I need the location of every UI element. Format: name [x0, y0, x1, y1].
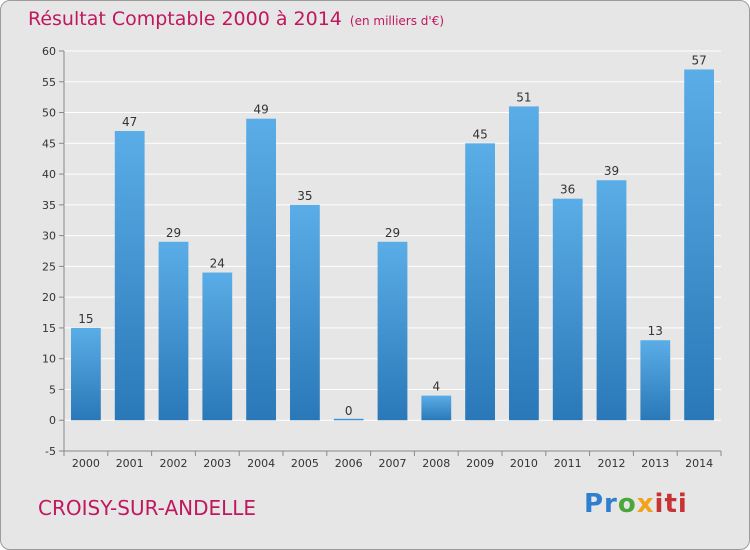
x-tick-label-2010: 2010	[510, 457, 538, 470]
x-tick-label-2013: 2013	[641, 457, 669, 470]
y-tick-label: 15	[42, 322, 56, 335]
data-label-2003: 24	[210, 257, 225, 271]
place-name: CROISY-SUR-ANDELLE	[38, 496, 257, 520]
y-tick-label: 50	[42, 107, 56, 120]
bar-2001	[114, 131, 145, 421]
bar-2003	[202, 272, 233, 421]
bar-2012	[596, 180, 627, 421]
data-label-2000: 15	[78, 312, 93, 326]
data-label-2004: 49	[253, 103, 268, 117]
x-tick-label-2006: 2006	[335, 457, 363, 470]
data-label-2007: 29	[385, 226, 400, 240]
y-tick-label: 55	[42, 76, 56, 89]
y-tick-label: 30	[42, 230, 56, 243]
data-label-2001: 47	[122, 115, 137, 129]
logo-part-1: Pr	[584, 489, 618, 519]
bar-2009	[465, 143, 495, 421]
bar-2005	[290, 204, 320, 421]
bar-2013	[640, 340, 671, 421]
y-tick-label: 35	[42, 199, 56, 212]
data-label-2006: 0	[345, 404, 353, 418]
logo-part-4: iti	[654, 489, 688, 519]
bar-2004	[246, 118, 276, 421]
data-label-2014: 57	[691, 53, 706, 67]
data-labels: 15 47 29 24 49 35 0 29 4 45 51 36 39 13 57	[78, 53, 706, 418]
x-tick-label-2009: 2009	[466, 457, 494, 470]
chart-title-text: Résultat Comptable 2000 à 2014	[28, 8, 342, 30]
data-label-2010: 51	[516, 90, 531, 104]
logo-part-2: o	[617, 489, 637, 519]
x-tick-label-2001: 2001	[116, 457, 144, 470]
y-tick-label: 20	[42, 291, 56, 304]
proxiti-logo: Proxiti	[584, 489, 688, 519]
bar-2007	[377, 241, 408, 421]
y-tick-label: 5	[49, 383, 56, 396]
x-tick-label-2004: 2004	[247, 457, 275, 470]
data-label-2012: 39	[604, 164, 619, 178]
logo-part-3: x	[636, 489, 655, 519]
data-label-2005: 35	[297, 189, 312, 203]
y-tick-label: -5	[45, 445, 56, 458]
chart-subtitle: (en milliers d'€)	[349, 14, 445, 28]
bar-2011	[552, 198, 583, 421]
y-tick-label: 0	[49, 414, 56, 427]
x-tick-label-2011: 2011	[554, 457, 582, 470]
chart-title: Résultat Comptable 2000 à 2014 (en millie…	[28, 8, 444, 30]
bars	[71, 69, 714, 421]
data-label-2013: 13	[648, 324, 663, 338]
x-tick-label-2008: 2008	[422, 457, 450, 470]
x-tick-label-2003: 2003	[203, 457, 231, 470]
y-tick-label: 25	[42, 260, 56, 273]
x-tick-label-2007: 2007	[379, 457, 407, 470]
x-tick-label-2012: 2012	[598, 457, 626, 470]
y-tick-label: 60	[42, 45, 56, 58]
bar-2010	[509, 106, 539, 421]
x-tick-label-2014: 2014	[685, 457, 713, 470]
y-tick-label: 10	[42, 353, 56, 366]
data-label-2009: 45	[472, 127, 487, 141]
x-tick-label-2005: 2005	[291, 457, 319, 470]
data-label-2008: 4	[432, 380, 440, 394]
data-label-2011: 36	[560, 183, 575, 197]
x-tick-label-2002: 2002	[160, 457, 188, 470]
bar-2002	[158, 241, 189, 421]
y-tick-label: 40	[42, 168, 56, 181]
bar-2000	[71, 327, 101, 421]
bar-2008	[421, 395, 452, 421]
bar-2014	[684, 69, 714, 421]
data-label-2002: 29	[166, 226, 181, 240]
bar-2006	[333, 418, 364, 421]
y-tick-label: 45	[42, 137, 56, 150]
x-tick-label-2000: 2000	[72, 457, 100, 470]
